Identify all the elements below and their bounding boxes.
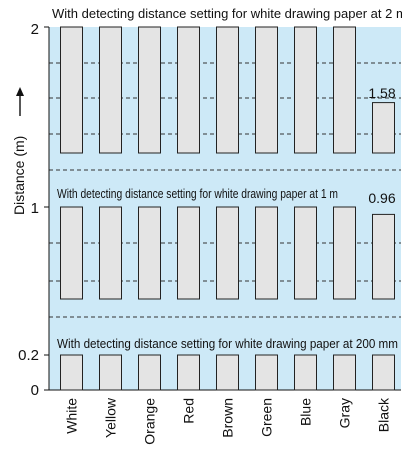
bar-200mm-brown bbox=[216, 354, 239, 391]
bar-200mm-white bbox=[60, 354, 83, 391]
y-tick-1: 1 bbox=[31, 200, 39, 217]
bar-1m-white bbox=[60, 206, 83, 300]
bar-2m-white bbox=[60, 26, 83, 154]
bar-2m-brown bbox=[216, 26, 239, 154]
category-label-gray: Gray bbox=[337, 398, 353, 428]
y-tick-2: 2 bbox=[31, 21, 39, 38]
category-label-yellow: Yellow bbox=[103, 397, 119, 438]
bar-200mm-red bbox=[177, 354, 200, 391]
category-labels: White Yellow Orange Red Brown Green Blue Gray Bl… bbox=[64, 397, 392, 445]
y-tick-0-2: 0.2 bbox=[18, 347, 39, 364]
bar-1m-yellow bbox=[99, 206, 122, 300]
panel-title-1m: With detecting distance setting for whit… bbox=[57, 186, 338, 201]
bar-200mm-green bbox=[255, 354, 278, 391]
bar-1m-red bbox=[177, 206, 200, 300]
bar-1m-blue bbox=[294, 206, 317, 300]
bar-2m-gray bbox=[333, 26, 356, 154]
bar-2m-blue bbox=[294, 26, 317, 154]
category-label-white: White bbox=[64, 398, 80, 434]
value-label-black-2m: 1.58 bbox=[368, 85, 395, 101]
bar-1m-brown bbox=[216, 206, 239, 300]
bars bbox=[60, 26, 395, 391]
bar-1m-green bbox=[255, 206, 278, 300]
bar-2m-orange bbox=[138, 26, 161, 154]
value-label-black-1m: 0.96 bbox=[368, 190, 395, 206]
panel-title-200mm: With detecting distance setting for whit… bbox=[57, 336, 398, 351]
bar-2m-yellow bbox=[99, 26, 122, 154]
category-label-green: Green bbox=[259, 398, 275, 437]
category-label-black: Black bbox=[376, 397, 392, 432]
bar-1m-black bbox=[372, 213, 395, 300]
bar-200mm-orange bbox=[138, 354, 161, 391]
bar-1m-gray bbox=[333, 206, 356, 300]
y-tick-0: 0 bbox=[31, 382, 39, 399]
category-label-blue: Blue bbox=[298, 398, 314, 426]
panel-title-2m: With detecting distance setting for whit… bbox=[52, 6, 402, 21]
category-label-brown: Brown bbox=[220, 398, 236, 438]
category-label-red: Red bbox=[181, 398, 197, 424]
y-axis-arrow bbox=[16, 87, 24, 116]
bar-200mm-black bbox=[372, 354, 395, 391]
bar-2m-black bbox=[372, 102, 395, 154]
category-label-orange: Orange bbox=[142, 398, 158, 445]
bar-1m-orange bbox=[138, 206, 161, 300]
bar-2m-green bbox=[255, 26, 278, 154]
bar-2m-red bbox=[177, 26, 200, 154]
bar-200mm-yellow bbox=[99, 354, 122, 391]
bar-200mm-gray bbox=[333, 354, 356, 391]
bar-200mm-blue bbox=[294, 354, 317, 391]
chart-labels: With detecting distance setting for whit… bbox=[11, 6, 402, 399]
y-axis-title: Distance (m) bbox=[11, 136, 27, 215]
